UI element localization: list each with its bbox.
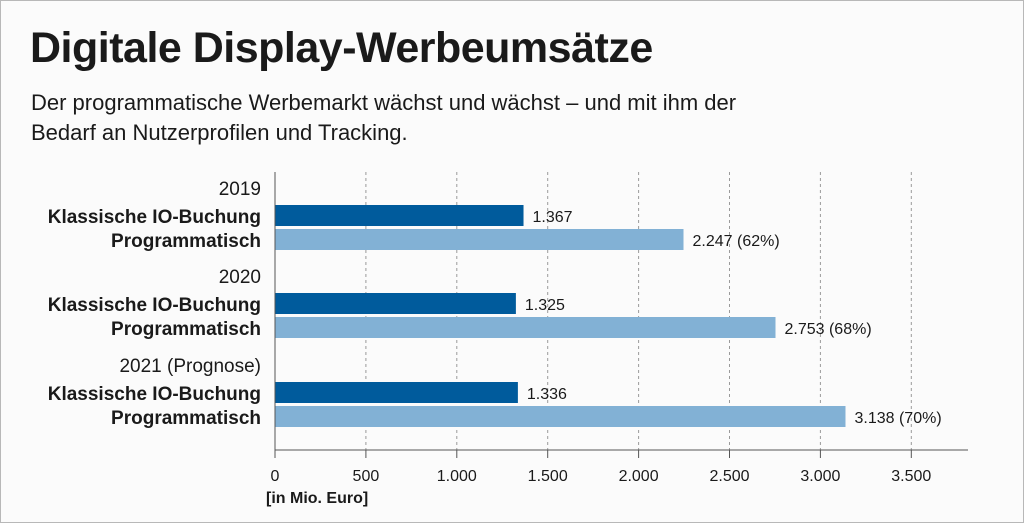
- value-label: 1.325: [525, 297, 565, 314]
- group-label: 2019: [219, 179, 261, 200]
- category-label: Programmatisch: [111, 231, 261, 252]
- x-axis: 0 500 1.000 1.500 2.000 2.500 3.000 3.500 [in Mi…: [266, 172, 968, 507]
- x-axis-unit-label: [in Mio. Euro]: [266, 490, 368, 507]
- bar-classic: [275, 382, 518, 403]
- bar-programmatic: [275, 229, 684, 250]
- value-label: 1.336: [527, 386, 567, 403]
- bar-programmatic: [275, 406, 846, 427]
- chart-subtitle: Der programmatische Werbemarkt wächst un…: [31, 90, 737, 145]
- x-tick-label: 3.000: [800, 468, 840, 485]
- group-label: 2020: [219, 267, 261, 288]
- value-label: 1.367: [533, 209, 573, 226]
- bar-classic: [275, 293, 516, 314]
- bars: [275, 205, 846, 427]
- x-tick-label: 2.500: [709, 468, 749, 485]
- value-label: 2.753 (68%): [784, 321, 871, 338]
- x-tick-label: 2.000: [619, 468, 659, 485]
- bar-classic: [275, 205, 524, 226]
- chart-title: Digitale Display-Werbeumsätze: [30, 24, 653, 72]
- category-label: Klassische IO-Buchung: [48, 295, 261, 316]
- category-label: Programmatisch: [111, 408, 261, 429]
- x-tick-label: 3.500: [891, 468, 931, 485]
- category-label: Klassische IO-Buchung: [48, 384, 261, 405]
- value-label: 3.138 (70%): [854, 410, 941, 427]
- value-label: 2.247 (62%): [693, 233, 780, 250]
- x-tick-label: 0: [271, 468, 280, 485]
- labels: 2019 Klassische IO-Buchung 1.367 Programmat…: [48, 179, 942, 429]
- category-label: Klassische IO-Buchung: [48, 207, 261, 228]
- bar-programmatic: [275, 317, 776, 338]
- x-tick-label: 1.500: [528, 468, 568, 485]
- category-label: Programmatisch: [111, 319, 261, 340]
- x-tick-label: 1.000: [437, 468, 477, 485]
- x-tick-label: 500: [353, 468, 380, 485]
- group-label: 2021 (Prognose): [119, 356, 261, 377]
